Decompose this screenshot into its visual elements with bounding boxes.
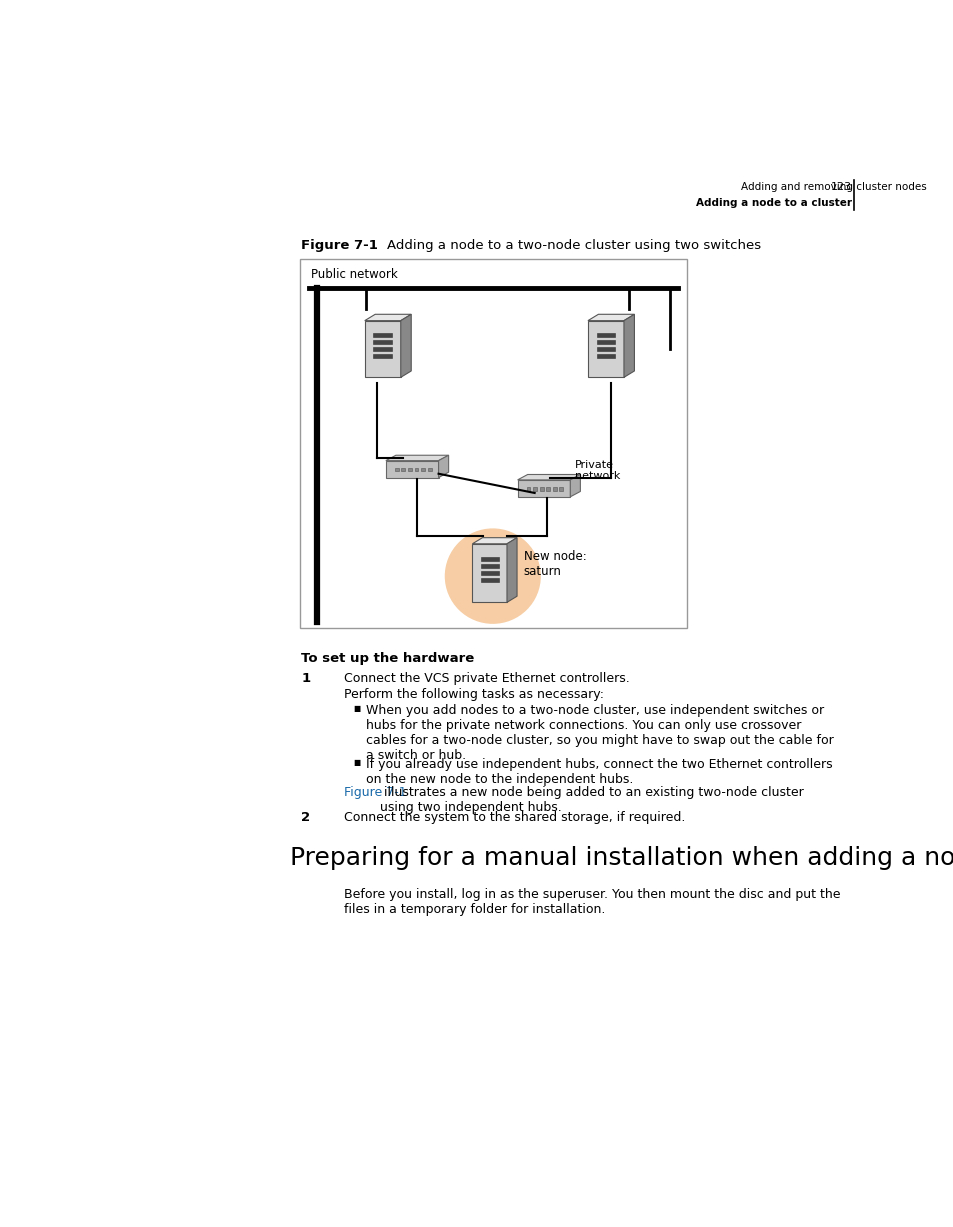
Bar <box>472 544 506 602</box>
Text: Figure 7-1: Figure 7-1 <box>344 787 406 799</box>
Bar <box>401 467 405 471</box>
Bar <box>385 460 438 477</box>
Bar <box>587 320 623 378</box>
Text: 1: 1 <box>301 672 310 686</box>
Bar <box>558 487 563 491</box>
Bar <box>427 467 431 471</box>
Text: Public network: Public network <box>311 267 397 281</box>
Bar <box>364 320 400 378</box>
Bar <box>553 487 557 491</box>
Bar <box>517 480 570 497</box>
Polygon shape <box>587 314 634 320</box>
Polygon shape <box>400 314 411 378</box>
Text: Perform the following tasks as necessary:: Perform the following tasks as necessary… <box>344 688 603 701</box>
Text: Connect the system to the shared storage, if required.: Connect the system to the shared storage… <box>344 811 684 825</box>
Polygon shape <box>570 475 579 497</box>
Polygon shape <box>623 314 634 378</box>
Polygon shape <box>472 537 517 544</box>
Text: Connect the VCS private Ethernet controllers.: Connect the VCS private Ethernet control… <box>344 672 629 686</box>
Bar <box>480 571 498 575</box>
Bar <box>299 259 686 628</box>
Bar <box>526 487 530 491</box>
Bar <box>596 353 615 358</box>
Text: 123: 123 <box>830 183 852 193</box>
Text: Preparing for a manual installation when adding a node: Preparing for a manual installation when… <box>290 847 953 870</box>
Bar <box>533 487 537 491</box>
Text: New node:
saturn: New node: saturn <box>523 550 586 578</box>
Bar <box>408 467 412 471</box>
Text: illustrates a new node being added to an existing two-node cluster
using two ind: illustrates a new node being added to an… <box>380 787 803 815</box>
Bar <box>373 347 392 351</box>
Text: ■: ■ <box>353 704 360 713</box>
Bar <box>596 340 615 344</box>
Bar <box>420 467 425 471</box>
Bar <box>480 557 498 561</box>
Text: Figure 7-1: Figure 7-1 <box>301 239 377 253</box>
Bar <box>373 333 392 337</box>
Text: Adding a node to a two-node cluster using two switches: Adding a node to a two-node cluster usin… <box>386 239 760 253</box>
Polygon shape <box>438 455 448 477</box>
Bar <box>546 487 550 491</box>
Text: If you already use independent hubs, connect the two Ethernet controllers
on the: If you already use independent hubs, con… <box>365 758 831 785</box>
Polygon shape <box>385 455 448 460</box>
Bar <box>480 563 498 568</box>
Polygon shape <box>364 314 411 320</box>
Polygon shape <box>506 537 517 602</box>
Bar <box>373 353 392 358</box>
Text: Before you install, log in as the superuser. You then mount the disc and put the: Before you install, log in as the superu… <box>344 888 840 917</box>
Bar <box>415 467 418 471</box>
Text: 2: 2 <box>301 811 310 825</box>
Bar <box>480 578 498 582</box>
Text: ■: ■ <box>353 758 360 767</box>
Bar <box>596 333 615 337</box>
Bar <box>596 347 615 351</box>
Circle shape <box>444 529 540 623</box>
Bar <box>373 340 392 344</box>
Text: Adding and removing cluster nodes: Adding and removing cluster nodes <box>740 183 925 193</box>
Text: To set up the hardware: To set up the hardware <box>301 652 475 665</box>
Text: Adding a node to a cluster: Adding a node to a cluster <box>696 198 852 207</box>
Bar <box>395 467 398 471</box>
Text: Private
network: Private network <box>575 460 619 481</box>
Text: When you add nodes to a two-node cluster, use independent switches or
hubs for t: When you add nodes to a two-node cluster… <box>365 704 833 762</box>
Bar <box>539 487 543 491</box>
Polygon shape <box>517 475 579 480</box>
